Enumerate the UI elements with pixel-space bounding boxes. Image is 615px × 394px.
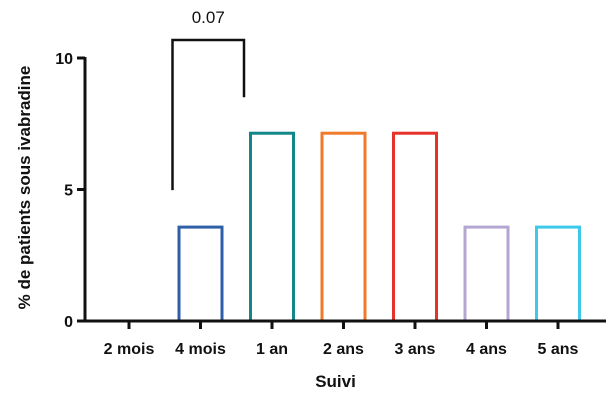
x-tick-label: 3 ans xyxy=(395,341,436,358)
bar xyxy=(392,131,438,323)
bars-layer xyxy=(177,131,581,323)
significance-bracket: 0.07 xyxy=(171,8,246,191)
y-tick-label: 10 xyxy=(55,51,73,68)
axes-layer xyxy=(83,57,606,323)
y-axis-title: % de patients sous ivabradine xyxy=(15,66,34,310)
x-axis-title: Suivi xyxy=(315,372,356,391)
bar xyxy=(535,225,581,323)
bar xyxy=(463,225,510,323)
x-tick-label: 5 ans xyxy=(538,341,579,358)
bar xyxy=(177,225,224,323)
bar xyxy=(249,131,295,323)
x-tick-label: 4 mois xyxy=(175,341,226,358)
p-value-label: 0.07 xyxy=(192,8,225,27)
x-tick-label: 4 ans xyxy=(466,341,507,358)
x-tick-label: 2 ans xyxy=(323,341,364,358)
y-tick-label: 5 xyxy=(64,183,73,200)
x-tick-label: 1 an xyxy=(256,341,288,358)
bar xyxy=(320,131,367,323)
x-tick-label: 2 mois xyxy=(104,341,155,358)
bracket-line xyxy=(171,38,246,191)
y-tick-label: 0 xyxy=(64,314,73,331)
ticks-layer: 0 5 10 2 mois 4 mois 1 an 2 ans 3 ans 4 ans 5 ans xyxy=(55,51,578,358)
